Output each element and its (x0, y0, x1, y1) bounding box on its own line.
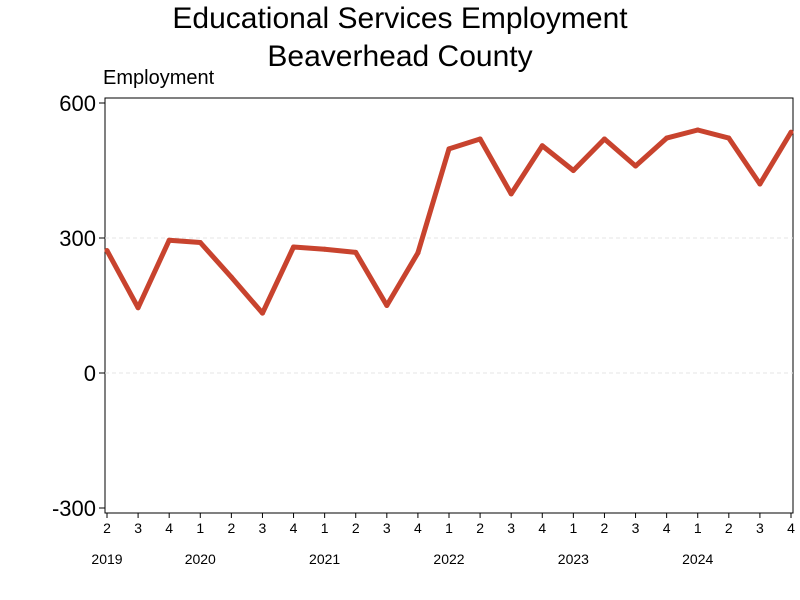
x-tick-label: 4 (787, 520, 795, 536)
x-tick-label: 1 (321, 520, 329, 536)
data-point (322, 246, 328, 252)
data-point (757, 181, 763, 187)
y-tick-label: -300 (52, 496, 96, 521)
x-tick-label: 2 (352, 520, 360, 536)
data-point (135, 305, 141, 311)
x-tick-label: 2 (476, 520, 484, 536)
data-point (166, 237, 172, 243)
x-tick-label: 3 (259, 520, 267, 536)
x-axis: 2 3 4 1 2 3 4 1 2 3 4 1 2 3 4 1 2 3 4 1 2 3 4 2019 2020 2021 2022 2… (91, 513, 795, 567)
y-tick-label: 300 (59, 226, 96, 251)
x-tick-label: 3 (507, 520, 515, 536)
series-line (104, 127, 794, 316)
x-tick-label: 1 (196, 520, 204, 536)
y-tick-label: 600 (59, 91, 96, 116)
x-year-label: 2022 (433, 551, 464, 567)
x-year-label: 2021 (309, 551, 340, 567)
data-point (788, 129, 794, 135)
data-point (259, 310, 265, 316)
x-tick-label: 1 (569, 520, 577, 536)
y-axis: -300 0 300 600 (52, 91, 105, 521)
x-tick-label: 3 (632, 520, 640, 536)
data-point (477, 136, 483, 142)
x-year-label: 2023 (558, 551, 589, 567)
x-tick-label: 1 (445, 520, 453, 536)
data-point (508, 191, 514, 197)
x-tick-label: 2 (227, 520, 235, 536)
plot-area (104, 97, 794, 514)
data-point (446, 146, 452, 152)
chart-title: Educational Services Employment (172, 2, 628, 35)
x-tick-label: 4 (414, 520, 422, 536)
data-point (353, 249, 359, 255)
data-point (384, 303, 390, 308)
y-axis-label: Employment (103, 67, 215, 89)
data-point (104, 248, 110, 254)
x-tick-label: 4 (663, 520, 671, 536)
data-point (228, 274, 234, 280)
data-point (664, 135, 670, 141)
data-point (570, 168, 576, 173)
x-tick-label: 1 (694, 520, 702, 536)
y-tick-label: 0 (84, 361, 96, 386)
data-point (415, 250, 421, 256)
x-tick-label: 4 (538, 520, 546, 536)
x-year-label: 2024 (682, 551, 713, 567)
x-tick-label: 3 (134, 520, 142, 536)
x-tick-label: 3 (383, 520, 391, 536)
gridlines (105, 237, 793, 374)
x-tick-label: 4 (290, 520, 298, 536)
data-point (601, 136, 607, 142)
data-point (197, 240, 203, 245)
x-year-label: 2019 (91, 551, 122, 567)
data-point (291, 244, 297, 250)
x-tick-label: 3 (756, 520, 764, 536)
x-tick-label: 4 (165, 520, 173, 536)
data-point (726, 135, 732, 141)
data-point (633, 163, 639, 169)
data-point (695, 127, 701, 133)
series-layer (104, 127, 794, 316)
x-tick-label: 2 (601, 520, 609, 536)
x-tick-label: 2 (725, 520, 733, 536)
data-point (539, 143, 545, 149)
chart-subtitle: Beaverhead County (267, 40, 533, 73)
x-year-label: 2020 (185, 551, 216, 567)
x-tick-label: 2 (103, 520, 111, 536)
